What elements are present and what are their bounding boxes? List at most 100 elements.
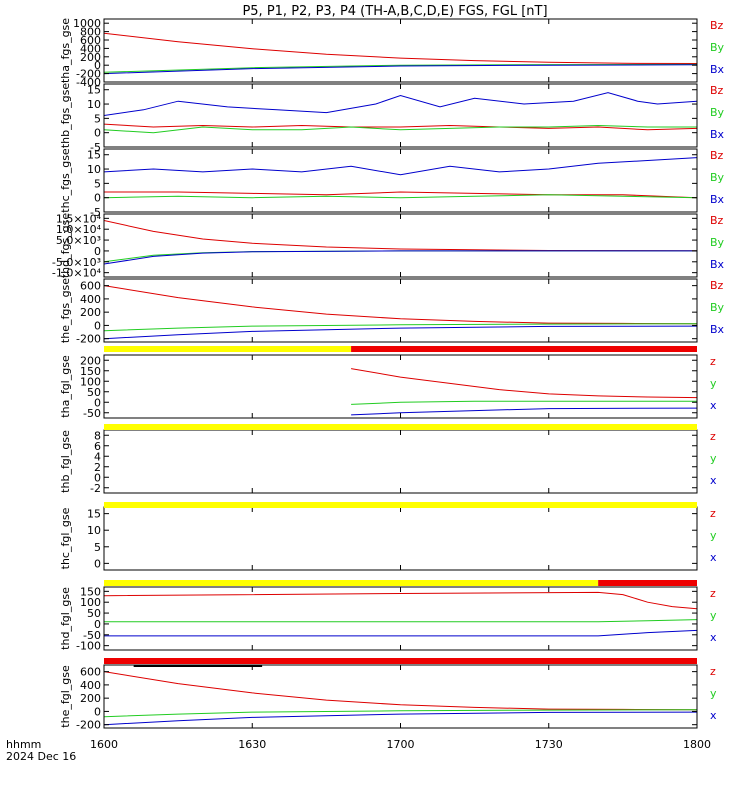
legend-Bz: Bz: [710, 19, 724, 32]
x-tick-label: 1630: [238, 738, 266, 751]
y-axis-label: tha_fgs_gse: [59, 18, 72, 83]
panel-thd_fgs_gse: 1.5×10⁴1.0×10⁴5.0×10³0-5.0×10³-1.0×10⁴th…: [52, 212, 725, 279]
panel-frame: [104, 430, 697, 493]
mode-bar-marker-black: [134, 665, 262, 667]
plot-title: P5, P1, P2, P3, P4 (TH-A,B,C,D,E) FGS, F…: [242, 4, 547, 19]
mode-bar-red: [598, 580, 697, 586]
series-the_fgl_gse-y: [104, 710, 697, 717]
legend-z: z: [710, 587, 716, 600]
y-tick-label: -200: [76, 719, 101, 732]
y-tick-label: 10: [87, 163, 101, 176]
series-thd_fgs_gse-z: [104, 221, 697, 251]
legend-z: z: [710, 430, 716, 443]
panel-thc_fgl_gse: 151050thc_fgl_gse zyx: [59, 507, 717, 570]
mode-bar-red: [351, 346, 697, 352]
y-axis-label: the_fgs_gse: [59, 278, 72, 343]
x-axis-date-label: 2024 Dec 16: [6, 750, 76, 763]
legend-Bx: Bx: [710, 323, 725, 336]
x-tick-label: 1700: [387, 738, 415, 751]
legend-y: y: [710, 452, 717, 465]
y-axis-label: thc_fgs_gse: [59, 148, 72, 213]
y-axis-label: the_fgl_gse: [59, 665, 72, 728]
y-tick-label: 0: [94, 705, 101, 718]
mode-bar-yellow: [104, 502, 697, 508]
y-axis-label: tha_fgl_gse: [59, 355, 72, 418]
legend-y: y: [710, 529, 717, 542]
y-tick-label: 200: [80, 692, 101, 705]
series-the_fgs_gse-z: [104, 286, 697, 324]
series-tha_fgl_gse-x: [351, 408, 697, 415]
y-tick-label: 5: [94, 177, 101, 190]
series-thd_fgs_gse-y: [104, 251, 697, 262]
mode-bar-yellow: [104, 346, 351, 352]
series-the_fgs_gse-y: [104, 324, 697, 331]
y-tick-label: 400: [80, 293, 101, 306]
x-tick-label: 1600: [90, 738, 118, 751]
legend-Bx: Bx: [710, 258, 725, 271]
legend-By: By: [710, 301, 725, 314]
magnetometer-stack-plot: P5, P1, P2, P3, P4 (TH-A,B,C,D,E) FGS, F…: [0, 0, 750, 800]
x-tick-label: 1800: [683, 738, 711, 751]
panel-thb_fgs_gse: 151050-5thb_fgs_gse BzByBx: [59, 83, 725, 154]
y-tick-label: 600: [80, 666, 101, 679]
legend-Bz: Bz: [710, 214, 724, 227]
panel-thb_fgl_gse: 86420-2thb_fgl_gse zyx: [59, 429, 717, 495]
panel-frame: [104, 507, 697, 570]
panel-frame: [104, 149, 697, 212]
series-tha_fgl_gse-z: [351, 369, 697, 398]
y-tick-label: 5: [94, 112, 101, 125]
panel-frame: [104, 84, 697, 147]
legend-z: z: [710, 355, 716, 368]
panel-frame: [104, 587, 697, 650]
legend-Bx: Bx: [710, 128, 725, 141]
y-tick-label: 15: [87, 84, 101, 97]
mode-bar-yellow: [104, 580, 598, 586]
y-axis-label: thb_fgs_gse: [59, 83, 72, 149]
mode-bars: [104, 346, 697, 667]
y-tick-label: 15: [87, 508, 101, 521]
legend-y: y: [710, 687, 717, 700]
legend-x: x: [710, 551, 717, 564]
series-thd_fgl_gse-z: [104, 592, 697, 608]
y-tick-label: 200: [80, 306, 101, 319]
y-tick-label: -100: [76, 640, 101, 653]
y-tick-label: 400: [80, 679, 101, 692]
series-tha_fgl_gse-y: [351, 401, 697, 404]
mode-bar-red: [104, 658, 697, 664]
y-tick-label: 0: [94, 192, 101, 205]
legend-y: y: [710, 609, 717, 622]
y-tick-label: 600: [80, 280, 101, 293]
y-axis-label: thc_fgl_gse: [59, 507, 72, 569]
legend-Bx: Bx: [710, 193, 725, 206]
legend-z: z: [710, 665, 716, 678]
y-tick-label: -200: [76, 333, 101, 346]
y-tick-label: 0: [94, 127, 101, 140]
legend-Bx: Bx: [710, 63, 725, 76]
y-tick-label: 0: [94, 319, 101, 332]
panel-frame: [104, 279, 697, 342]
series-thd_fgl_gse-y: [104, 620, 697, 622]
legend-Bz: Bz: [710, 84, 724, 97]
series-the_fgl_gse-z: [104, 672, 697, 710]
y-tick-label: 15: [87, 149, 101, 162]
y-tick-label: 0: [94, 557, 101, 570]
legend-x: x: [710, 709, 717, 722]
legend-Bz: Bz: [710, 279, 724, 292]
y-tick-label: 10: [87, 98, 101, 111]
series-thd_fgl_gse-x: [104, 630, 697, 636]
series-thc_fgs_gse-x: [104, 158, 697, 175]
mode-bar-yellow: [104, 424, 697, 430]
legend-x: x: [710, 631, 717, 644]
legend-By: By: [710, 41, 725, 54]
y-tick-label: 10: [87, 524, 101, 537]
panel-frame: [104, 214, 697, 277]
legend-y: y: [710, 377, 717, 390]
series-tha_fgs_gse-z: [104, 33, 697, 63]
series-thb_fgs_gse-z: [104, 124, 697, 130]
